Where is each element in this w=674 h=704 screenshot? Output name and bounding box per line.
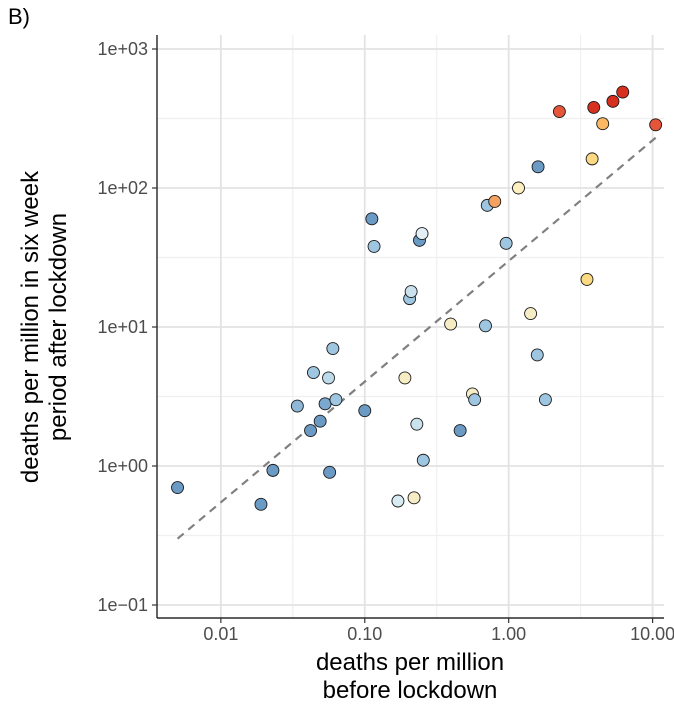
reference-line bbox=[176, 136, 657, 540]
data-point bbox=[313, 414, 327, 428]
data-point bbox=[323, 465, 337, 479]
y-axis-title-line-2: period after lockdown bbox=[45, 213, 72, 441]
y-tick-label: 1e+01 bbox=[97, 317, 148, 337]
data-point bbox=[322, 371, 335, 385]
data-point bbox=[410, 417, 424, 431]
y-tick-label: 1e+02 bbox=[97, 178, 148, 198]
data-point bbox=[304, 424, 318, 437]
data-point bbox=[530, 348, 544, 362]
data-point bbox=[552, 105, 566, 118]
data-point bbox=[307, 366, 320, 380]
y-tick-label: 1e+03 bbox=[97, 39, 148, 59]
data-point bbox=[538, 393, 552, 407]
panel-label: B) bbox=[8, 4, 30, 29]
data-point bbox=[254, 497, 268, 511]
x-tick-label: 10.00 bbox=[630, 624, 674, 644]
data-point bbox=[171, 481, 184, 494]
data-point bbox=[453, 424, 467, 437]
data-point bbox=[468, 393, 482, 407]
x-tick-label: 0.10 bbox=[347, 624, 382, 644]
data-point bbox=[407, 491, 421, 505]
y-axis-ticks: 1e−01 1e+00 1e+01 1e+02 1e+03 bbox=[97, 39, 157, 615]
data-point bbox=[367, 239, 381, 253]
grid-lines bbox=[157, 35, 664, 618]
data-point bbox=[290, 399, 304, 413]
data-point bbox=[580, 272, 594, 286]
data-point bbox=[444, 317, 458, 331]
x-axis-title-line-2: before lockdown bbox=[323, 677, 498, 704]
data-point bbox=[531, 160, 545, 174]
data-point bbox=[329, 393, 343, 407]
data-point bbox=[415, 227, 429, 241]
y-axis-title-line-1: deaths per million in six week bbox=[17, 170, 44, 483]
data-point bbox=[391, 494, 405, 508]
data-point bbox=[512, 181, 525, 195]
data-point bbox=[488, 195, 502, 208]
x-axis-ticks: 0.01 0.10 1.00 10.00 bbox=[203, 618, 674, 644]
x-tick-label: 1.00 bbox=[491, 624, 526, 644]
data-point bbox=[585, 152, 599, 166]
data-point bbox=[365, 212, 379, 226]
data-point bbox=[318, 397, 332, 411]
data-points bbox=[171, 85, 663, 511]
data-point bbox=[616, 85, 630, 99]
data-point bbox=[649, 118, 663, 132]
data-point bbox=[398, 371, 412, 385]
data-point bbox=[404, 285, 418, 298]
data-point bbox=[326, 342, 340, 355]
data-point bbox=[499, 236, 513, 250]
x-tick-label: 0.01 bbox=[203, 624, 238, 644]
data-point bbox=[358, 404, 372, 418]
data-point bbox=[524, 307, 538, 320]
data-point bbox=[587, 100, 601, 114]
y-tick-label: 1e+00 bbox=[97, 456, 148, 476]
data-point bbox=[606, 94, 620, 108]
data-point bbox=[479, 319, 492, 333]
data-point bbox=[596, 117, 610, 131]
data-point bbox=[416, 453, 430, 467]
x-axis-title-line-1: deaths per million bbox=[316, 649, 504, 676]
y-tick-label: 1e−01 bbox=[97, 595, 148, 615]
data-point bbox=[266, 463, 280, 477]
